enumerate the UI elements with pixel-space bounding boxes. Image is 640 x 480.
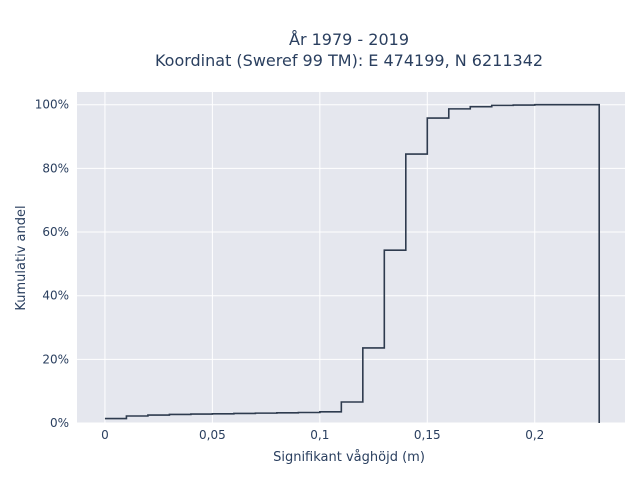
x-tick-label: 0: [101, 428, 109, 442]
grid-lines: [77, 92, 625, 424]
x-tick-label: 0,15: [414, 428, 441, 442]
y-tick-label: 100%: [35, 98, 69, 112]
y-axis-title: Kumulativ andel: [14, 205, 29, 310]
chart-title-line1: År 1979 - 2019: [289, 30, 409, 49]
x-axis-title: Signifikant våghöjd (m): [273, 450, 425, 465]
series-layer: [104, 103, 601, 423]
y-tick-label: 0%: [50, 416, 69, 430]
x-tick-label: 0,2: [525, 428, 544, 442]
x-axis-ticks: 0 0,05 0,1 0,15 0,2: [101, 428, 544, 442]
x-tick-label: 0,1: [310, 428, 329, 442]
y-tick-label: 20%: [42, 352, 69, 366]
y-tick-label: 60%: [42, 225, 69, 239]
y-tick-label: 80%: [42, 161, 69, 175]
cdf-step-line: [104, 103, 601, 423]
y-tick-label: 40%: [42, 289, 69, 303]
x-tick-label: 0,05: [199, 428, 226, 442]
plot-area: [77, 92, 625, 423]
chart-title-line2: Koordinat (Sweref 99 TM): E 474199, N 62…: [155, 51, 543, 70]
y-axis-ticks: 0% 20% 40% 60% 80% 100%: [35, 98, 69, 430]
